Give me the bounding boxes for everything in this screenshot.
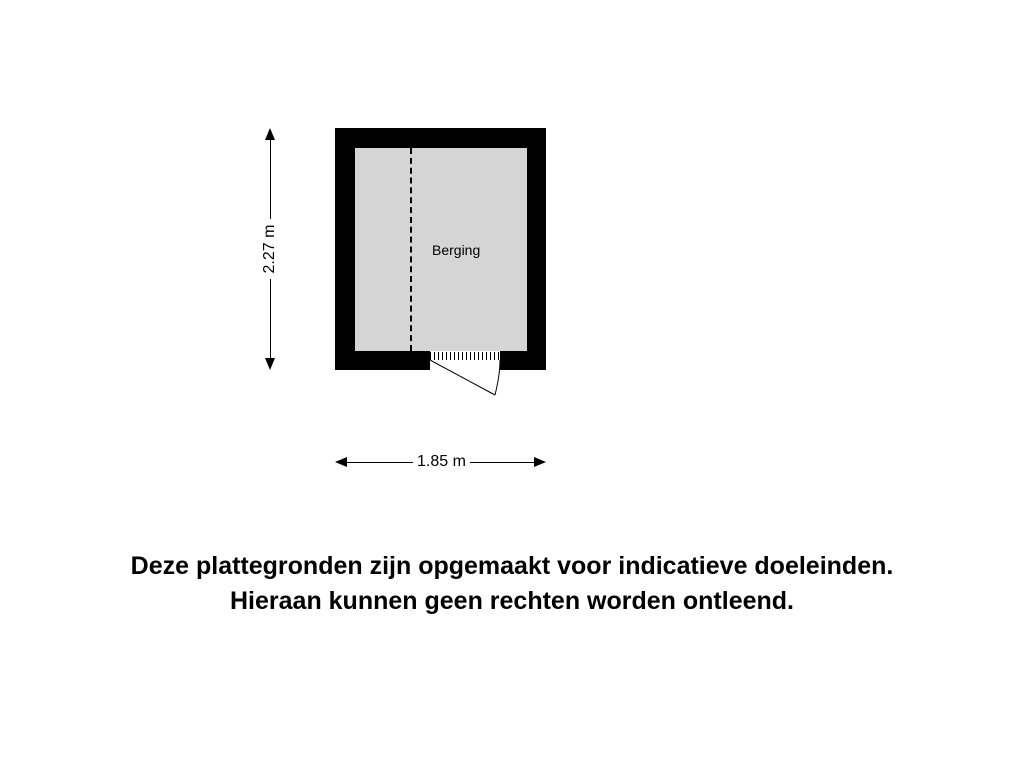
room-label: Berging — [432, 242, 480, 258]
room-dashed-divider — [410, 148, 412, 351]
disclaimer-text: Deze plattegronden zijn opgemaakt voor i… — [0, 549, 1024, 619]
door-threshold — [430, 352, 500, 360]
dimension-horizontal-arrow-left — [335, 457, 347, 467]
dimension-vertical-arrow-down — [265, 358, 275, 370]
disclaimer-line-1: Deze plattegronden zijn opgemaakt voor i… — [0, 549, 1024, 584]
disclaimer-line-2: Hieraan kunnen geen rechten worden ontle… — [0, 584, 1024, 619]
dimension-horizontal-arrow-right — [534, 457, 546, 467]
door-swing-arc — [420, 360, 510, 420]
dimension-horizontal-label: 1.85 m — [413, 453, 470, 471]
dimension-vertical-label: 2.27 m — [261, 219, 279, 279]
dimension-vertical-arrow-up — [265, 128, 275, 140]
